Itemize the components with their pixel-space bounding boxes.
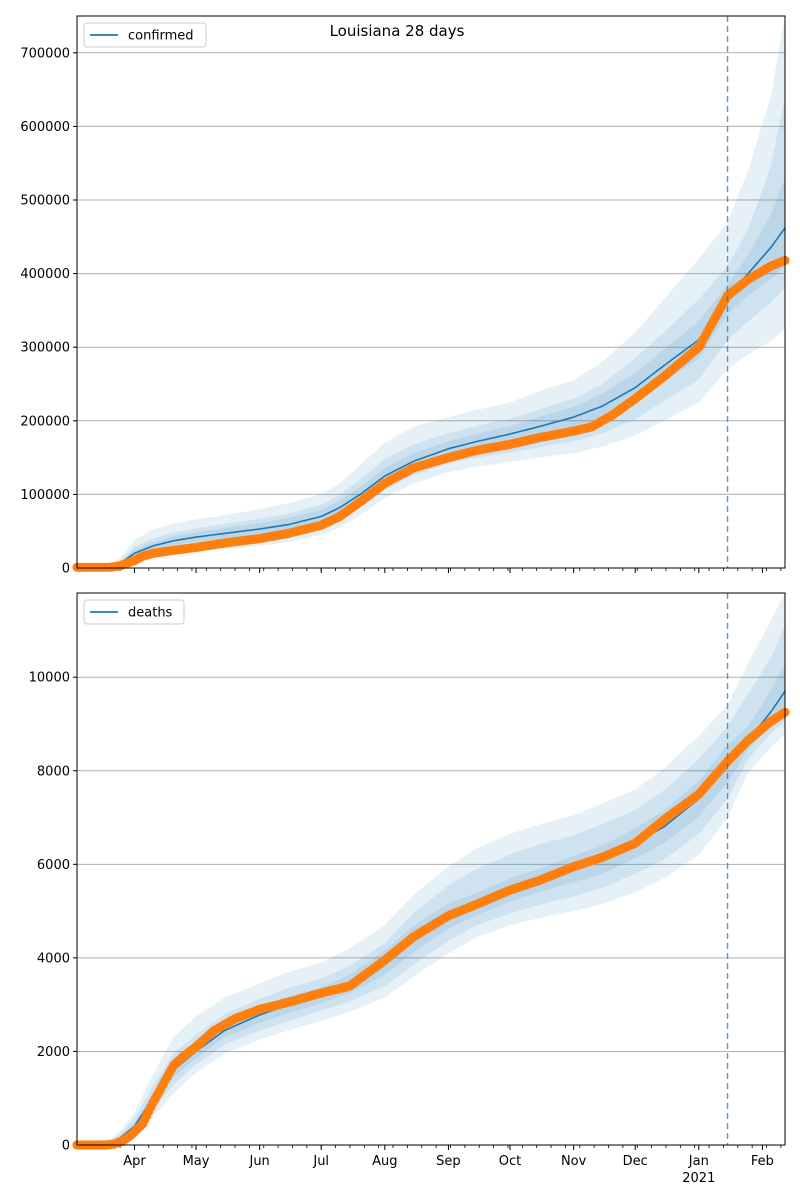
confirmed-panel: 0 100000 200000 300000 400000 500000 600000 700… xyxy=(20,15,790,577)
chart-title: Louisiana 28 days xyxy=(330,22,465,40)
y-tick-label: 6000 xyxy=(37,858,70,873)
y-tick-label: 300000 xyxy=(20,341,70,356)
legend-label: confirmed xyxy=(128,29,194,44)
deaths-panel: 0 2000 4000 6000 8000 10000 Apr May Jun Jul Aug Sep… xyxy=(29,592,790,1186)
y-tick-label: 10000 xyxy=(29,671,70,686)
legend-box xyxy=(83,22,207,48)
model-line xyxy=(77,227,786,568)
y-tick-label: 0 xyxy=(62,1139,70,1154)
x-tick-label: Jul xyxy=(312,1154,329,1169)
y-tick-label: 400000 xyxy=(20,267,70,282)
y-tick-label: 0 xyxy=(62,562,70,577)
legend-label: deaths xyxy=(128,606,173,621)
axes-frame xyxy=(76,592,786,1146)
x-tick-label: Feb xyxy=(751,1154,774,1169)
y-tick-label: 700000 xyxy=(20,46,70,61)
uncertainty-band-2 xyxy=(77,663,785,1145)
legend-box xyxy=(83,599,185,625)
x-tick-label: May xyxy=(183,1154,210,1169)
uncertainty-band-2 xyxy=(77,177,785,568)
uncertainty-band-1 xyxy=(77,97,785,568)
x-tick-label: Jan xyxy=(688,1154,709,1169)
axes-frame xyxy=(76,15,786,569)
y-tick-label: 8000 xyxy=(37,764,70,779)
x-tick-label: Jun xyxy=(248,1154,269,1169)
x-tick-label: Sep xyxy=(436,1154,461,1169)
legend: deaths xyxy=(83,599,185,625)
y-tick-label: 4000 xyxy=(37,951,70,966)
y-tick-label: 2000 xyxy=(37,1045,70,1060)
x-tick-label: Nov xyxy=(561,1154,587,1169)
y-tick-label: 500000 xyxy=(20,194,70,209)
y-tick-label: 200000 xyxy=(20,414,70,429)
x-tick-label: Apr xyxy=(123,1154,146,1169)
y-tick-label: 100000 xyxy=(20,488,70,503)
y-tick-label: 600000 xyxy=(20,120,70,135)
x-tick-label: Oct xyxy=(499,1154,521,1169)
x-year-label: 2021 xyxy=(682,1171,715,1186)
x-tick-label: Aug xyxy=(372,1154,397,1169)
x-tick-label: Dec xyxy=(623,1154,648,1169)
legend: confirmed xyxy=(83,22,207,48)
uncertainty-band-0 xyxy=(77,16,785,568)
